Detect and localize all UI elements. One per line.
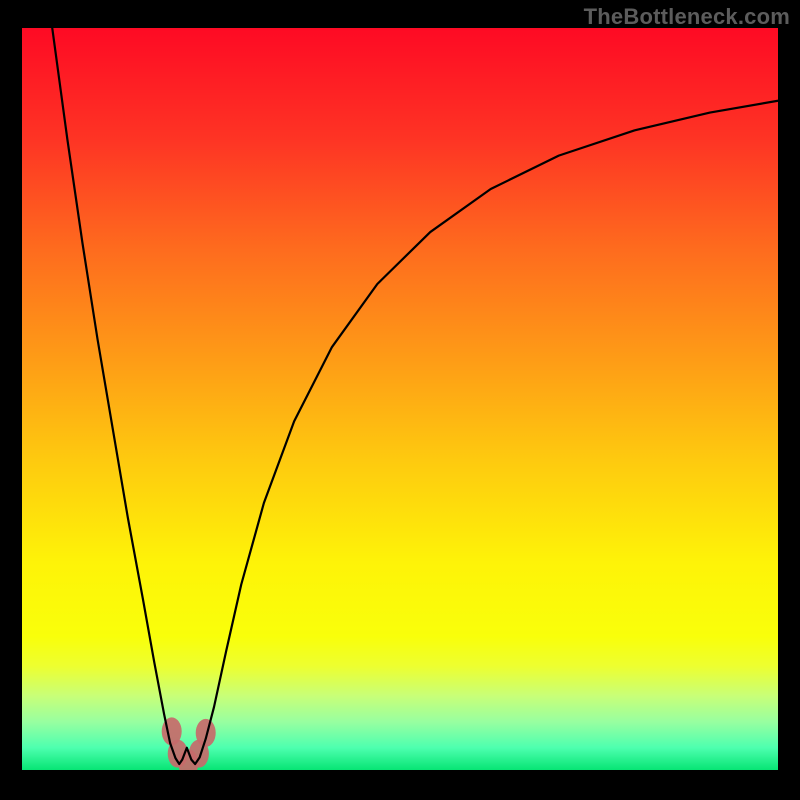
curve-marker <box>196 719 216 747</box>
plot-area <box>22 28 778 777</box>
attribution-label: TheBottleneck.com <box>584 4 790 30</box>
chart-frame: TheBottleneck.com <box>0 0 800 800</box>
gradient-background <box>22 28 778 770</box>
bottleneck-chart <box>0 0 800 800</box>
